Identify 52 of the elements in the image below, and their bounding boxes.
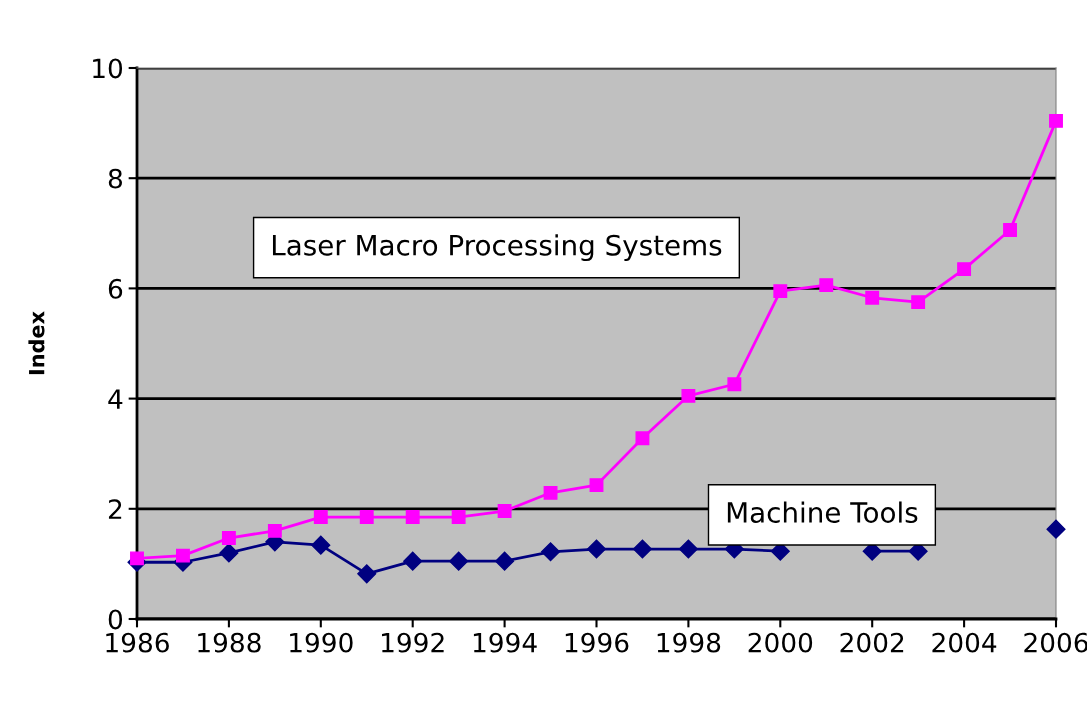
x-tick-label: 1988 <box>198 632 261 653</box>
point <box>543 485 558 500</box>
y-tick-label: 0 <box>108 609 123 630</box>
y-tick-label: 8 <box>108 168 122 189</box>
point <box>678 539 698 559</box>
x-tick-label: 2004 <box>932 632 997 653</box>
series-label: Machine Tools <box>727 501 918 523</box>
point <box>403 551 423 571</box>
text: Laser Macro Processing Systems <box>272 234 722 262</box>
point <box>221 531 236 545</box>
point <box>865 290 880 305</box>
point <box>313 510 328 525</box>
point <box>311 535 331 555</box>
point <box>541 542 561 562</box>
y-tick-label: 2 <box>108 499 122 519</box>
point <box>1049 113 1063 128</box>
point <box>589 478 604 493</box>
point <box>451 510 466 525</box>
point <box>405 510 420 525</box>
point <box>357 564 377 584</box>
x-tick-label: 2000 <box>748 632 813 653</box>
point <box>219 543 239 563</box>
point <box>449 551 469 571</box>
x-tick-label: 1998 <box>657 632 721 653</box>
x-tick-label: 1992 <box>382 632 444 653</box>
y-tick-label: 4 <box>108 389 123 409</box>
point <box>957 262 972 277</box>
x-tick-label: 2006 <box>1024 632 1087 653</box>
point <box>359 510 374 525</box>
point <box>497 504 512 518</box>
y-tick-label: 6 <box>108 278 123 299</box>
point <box>1046 519 1066 539</box>
point <box>681 388 696 403</box>
point <box>586 539 607 559</box>
x-tick-label: 1994 <box>473 632 537 653</box>
x-tick-label: 1996 <box>565 632 629 653</box>
point <box>773 284 788 299</box>
y-axis-title: Index <box>28 311 45 375</box>
point <box>819 278 834 293</box>
point <box>727 377 742 392</box>
y-tick-label: 10 <box>93 58 123 79</box>
x-tick-label: 1990 <box>290 632 353 653</box>
point <box>632 539 652 559</box>
point <box>1003 223 1017 237</box>
point <box>495 551 515 571</box>
point <box>911 295 926 310</box>
point <box>267 523 282 538</box>
point <box>130 551 144 566</box>
x-tick-label: 1986 <box>106 632 169 653</box>
point <box>635 431 650 446</box>
x-tick-label: 2002 <box>840 632 904 653</box>
point <box>176 548 190 563</box>
